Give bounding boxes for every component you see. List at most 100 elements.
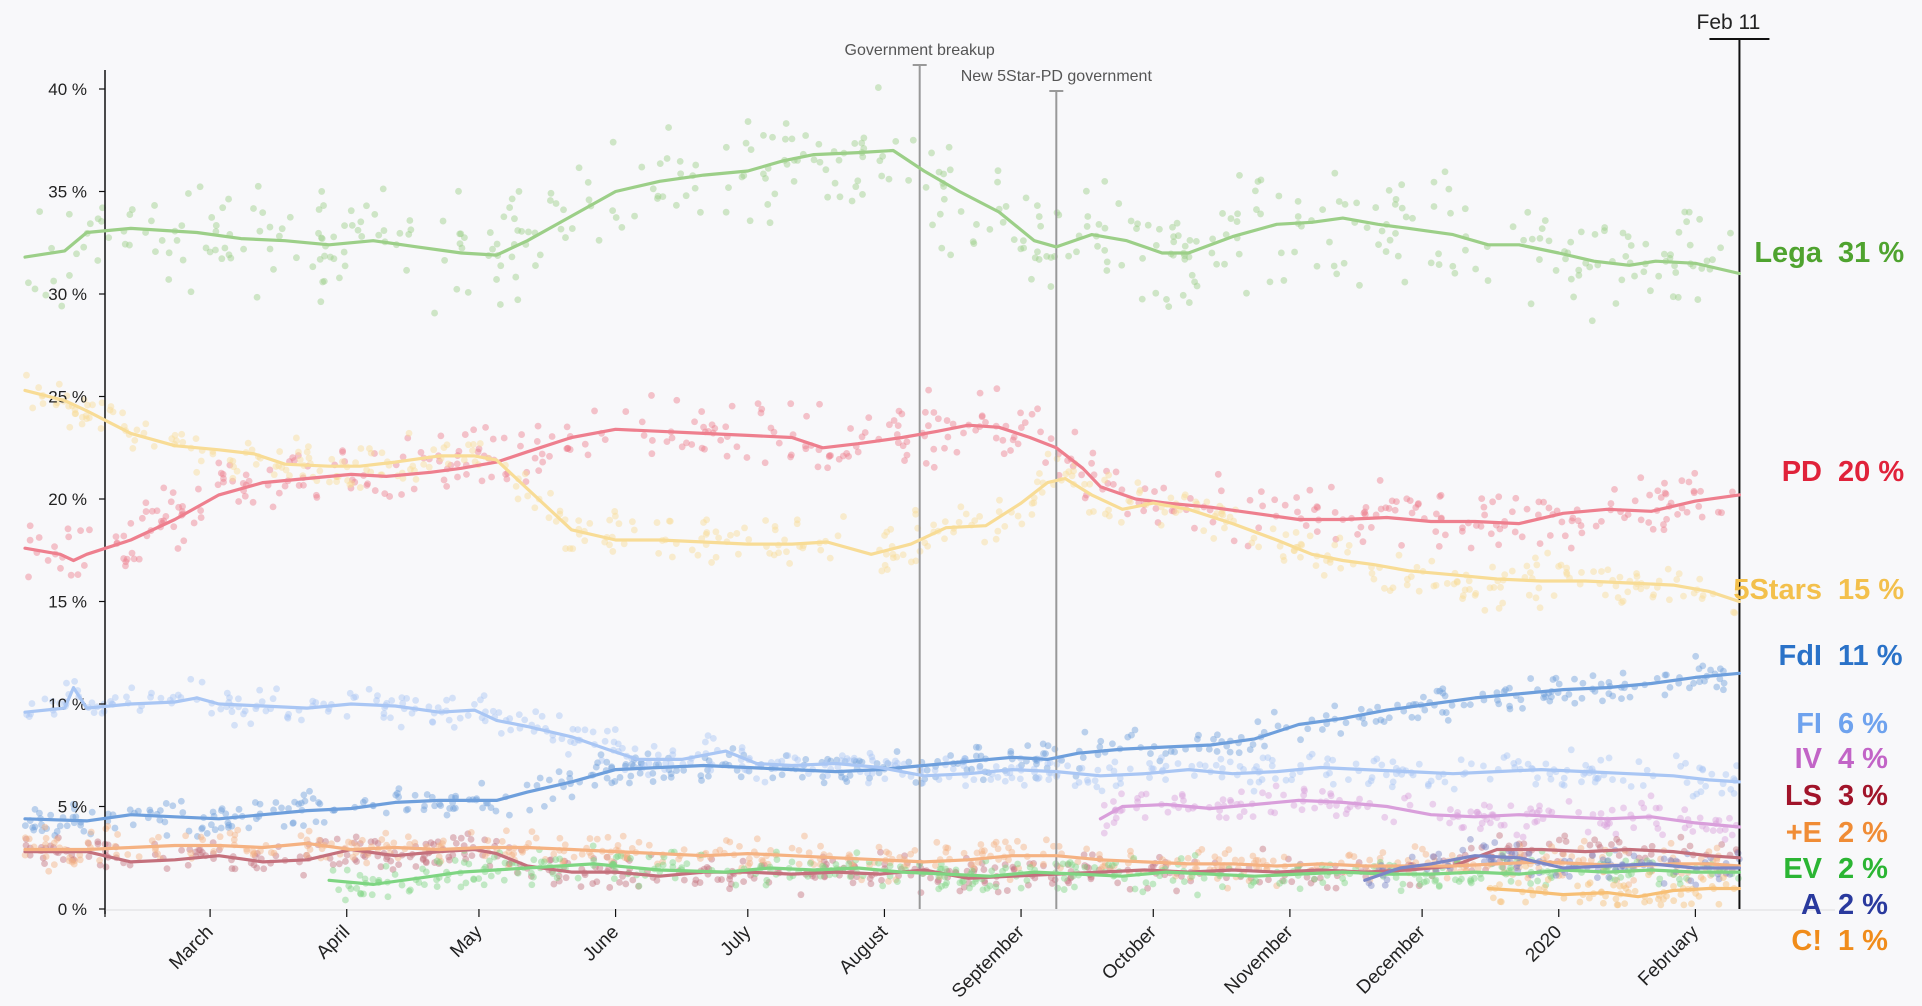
x-tick-label: 2020: [1522, 922, 1567, 967]
poll-dot: [1519, 704, 1526, 712]
poll-dot: [1506, 702, 1513, 710]
poll-dot: [1294, 197, 1302, 205]
poll-dot: [1435, 850, 1443, 858]
poll-dot: [722, 143, 730, 151]
trend-line-fdi: [23, 671, 1741, 823]
poll-dot: [1611, 876, 1619, 884]
poll-dot: [738, 747, 746, 755]
poll-dot: [1622, 857, 1630, 865]
poll-dot: [1693, 790, 1701, 798]
poll-dot: [1044, 742, 1052, 750]
poll-dot: [823, 860, 830, 868]
poll-dot: [449, 851, 457, 859]
poll-dot: [1226, 758, 1234, 766]
poll-dot: [1697, 855, 1705, 863]
poll-dot: [48, 244, 55, 252]
poll-dot: [270, 849, 278, 857]
poll-dot: [1524, 208, 1532, 216]
poll-dot: [1019, 237, 1027, 245]
poll-dot: [272, 799, 280, 806]
poll-dot: [531, 504, 539, 512]
poll-dot: [515, 188, 523, 195]
poll-dot: [1235, 250, 1243, 258]
poll-dot: [395, 793, 403, 801]
poll-dot: [638, 163, 646, 171]
poll-dot: [1214, 875, 1221, 882]
poll-dot: [937, 865, 945, 873]
poll-dot: [922, 184, 930, 191]
poll-dot: [1071, 782, 1079, 790]
poll-dot: [342, 896, 349, 904]
poll-dot: [507, 726, 515, 734]
poll-dot: [1722, 881, 1730, 888]
poll-dot: [1437, 491, 1445, 499]
poll-dot: [883, 528, 891, 536]
poll-dot: [1533, 817, 1541, 825]
poll-dot: [994, 178, 1001, 186]
poll-dot: [952, 866, 960, 874]
poll-dot: [50, 861, 58, 869]
poll-dot: [1605, 754, 1613, 762]
poll-dot: [186, 846, 194, 853]
poll-dot: [1345, 852, 1353, 860]
poll-dot: [1477, 875, 1485, 882]
poll-dot: [409, 462, 417, 470]
poll-dot: [434, 704, 442, 712]
poll-dot: [106, 406, 114, 414]
poll-dot: [114, 831, 121, 838]
poll-dot: [1192, 237, 1200, 245]
poll-dot: [585, 196, 593, 204]
poll-dot: [1276, 879, 1284, 887]
poll-dot: [1561, 532, 1569, 540]
poll-dot: [78, 420, 86, 428]
poll-dot: [300, 791, 308, 799]
poll-dot: [712, 528, 720, 536]
poll-dot: [42, 853, 50, 861]
poll-dot: [835, 156, 843, 164]
poll-dot: [1579, 856, 1587, 864]
poll-dot: [1660, 855, 1668, 863]
poll-dot: [1586, 841, 1594, 849]
poll-dot: [771, 522, 779, 530]
poll-dot: [627, 772, 635, 780]
poll-dot: [882, 550, 890, 558]
poll-dot: [623, 855, 631, 863]
poll-dot: [688, 441, 696, 448]
poll-dot: [1478, 495, 1486, 503]
poll-dot: [256, 800, 264, 808]
poll-dot: [1709, 857, 1717, 864]
poll-dot: [1591, 778, 1599, 786]
poll-dot: [219, 204, 227, 212]
poll-dot: [1010, 433, 1018, 441]
poll-dot: [788, 858, 796, 866]
poll-dot: [1003, 887, 1011, 894]
poll-dot: [1406, 881, 1414, 889]
poll-dot: [84, 839, 92, 846]
series-value-label: 11 %: [1838, 640, 1903, 672]
poll-dot: [1568, 853, 1576, 860]
poll-dot: [691, 418, 698, 426]
poll-dot: [83, 415, 90, 423]
poll-dot: [734, 550, 742, 558]
poll-dot: [497, 729, 505, 737]
poll-dot: [249, 851, 257, 858]
poll-dot: [49, 697, 56, 705]
poll-dot: [648, 450, 656, 458]
poll-dot: [1275, 192, 1283, 200]
poll-dot: [1562, 255, 1569, 263]
poll-dot: [1256, 878, 1263, 886]
poll-dot: [398, 491, 405, 498]
poll-dot: [72, 410, 79, 418]
poll-dot: [455, 187, 462, 195]
poll-dot: [405, 230, 413, 238]
poll-dot: [1592, 774, 1600, 782]
poll-dot: [318, 234, 325, 242]
poll-dot: [456, 714, 464, 722]
poll-dot: [530, 873, 537, 881]
poll-dot: [868, 769, 876, 777]
poll-dot: [1152, 289, 1160, 297]
poll-dot: [726, 838, 734, 846]
poll-dot: [396, 229, 404, 237]
poll-dot: [1641, 854, 1649, 862]
poll-dot: [398, 881, 406, 889]
